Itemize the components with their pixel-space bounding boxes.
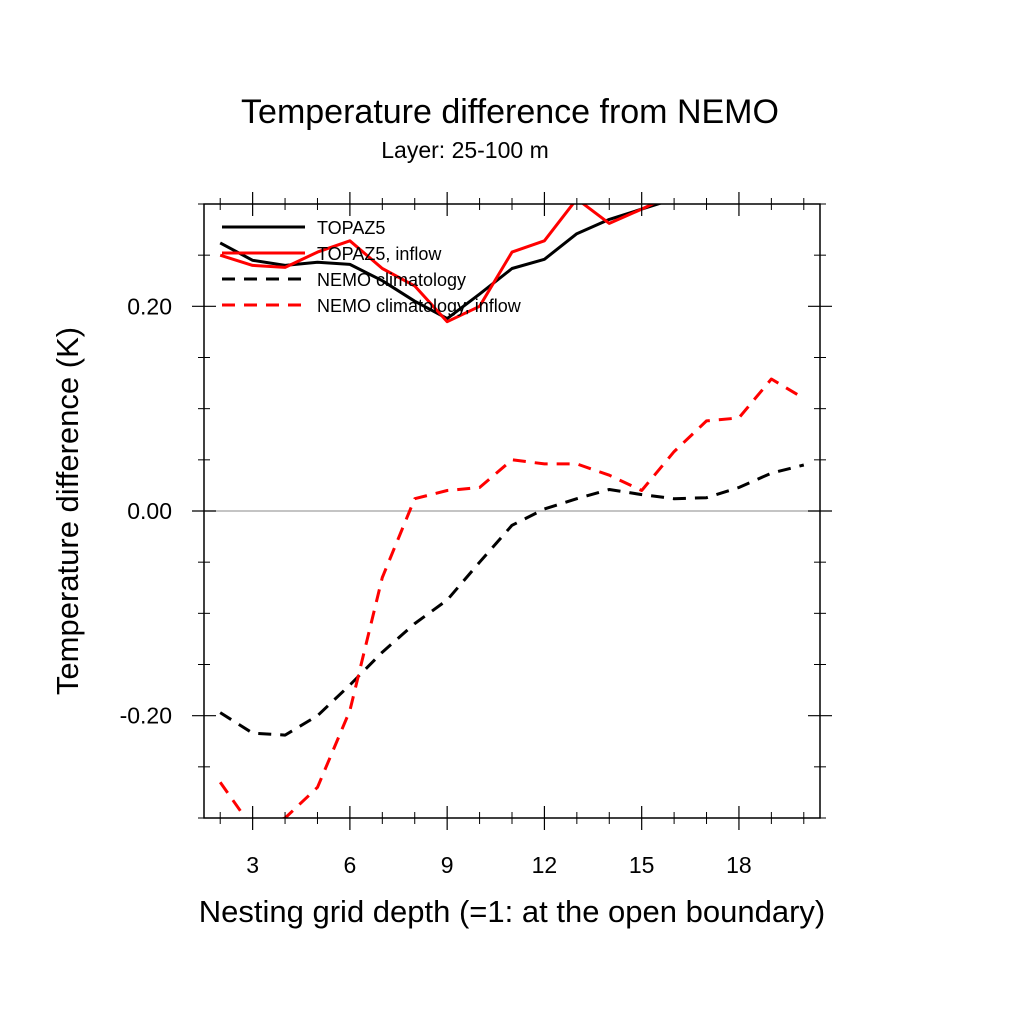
x-tick-label: 3	[246, 852, 259, 878]
y-tick-label: 0.20	[127, 293, 172, 319]
series-line-3	[219, 463, 805, 737]
x-tick-label: 18	[726, 852, 752, 878]
y-tick-label: -0.20	[120, 703, 172, 729]
x-tick-label: 6	[343, 852, 356, 878]
series-line-2	[219, 204, 657, 324]
legend: TOPAZ5 TOPAZ5, inflow NEMO climatology NEMO…	[222, 218, 522, 316]
chart-subtitle: Layer: 25-100 m	[381, 137, 548, 163]
y-axis-label: Temperature difference (K)	[50, 327, 85, 695]
ticks-group	[192, 192, 832, 830]
legend-label-2: TOPAZ5, inflow	[317, 244, 442, 264]
x-axis-label: Nesting grid depth (=1: at the open boun…	[199, 894, 825, 929]
series-group	[218, 204, 805, 818]
legend-label-3: NEMO climatology	[317, 270, 466, 290]
legend-label-4: NEMO climatology, inflow	[317, 296, 522, 316]
series-line-4	[218, 377, 805, 818]
x-tick-label: 12	[532, 852, 558, 878]
series-line-1	[219, 204, 663, 321]
x-tick-label: 9	[441, 852, 454, 878]
legend-label-1: TOPAZ5	[317, 218, 385, 238]
chart-title: Temperature difference from NEMO	[241, 93, 779, 131]
y-tick-label: 0.00	[127, 498, 172, 524]
tick-labels-group: 3 6 9 12 15 18 -0.20 0.00 0.20	[120, 293, 752, 878]
x-tick-label: 15	[629, 852, 655, 878]
